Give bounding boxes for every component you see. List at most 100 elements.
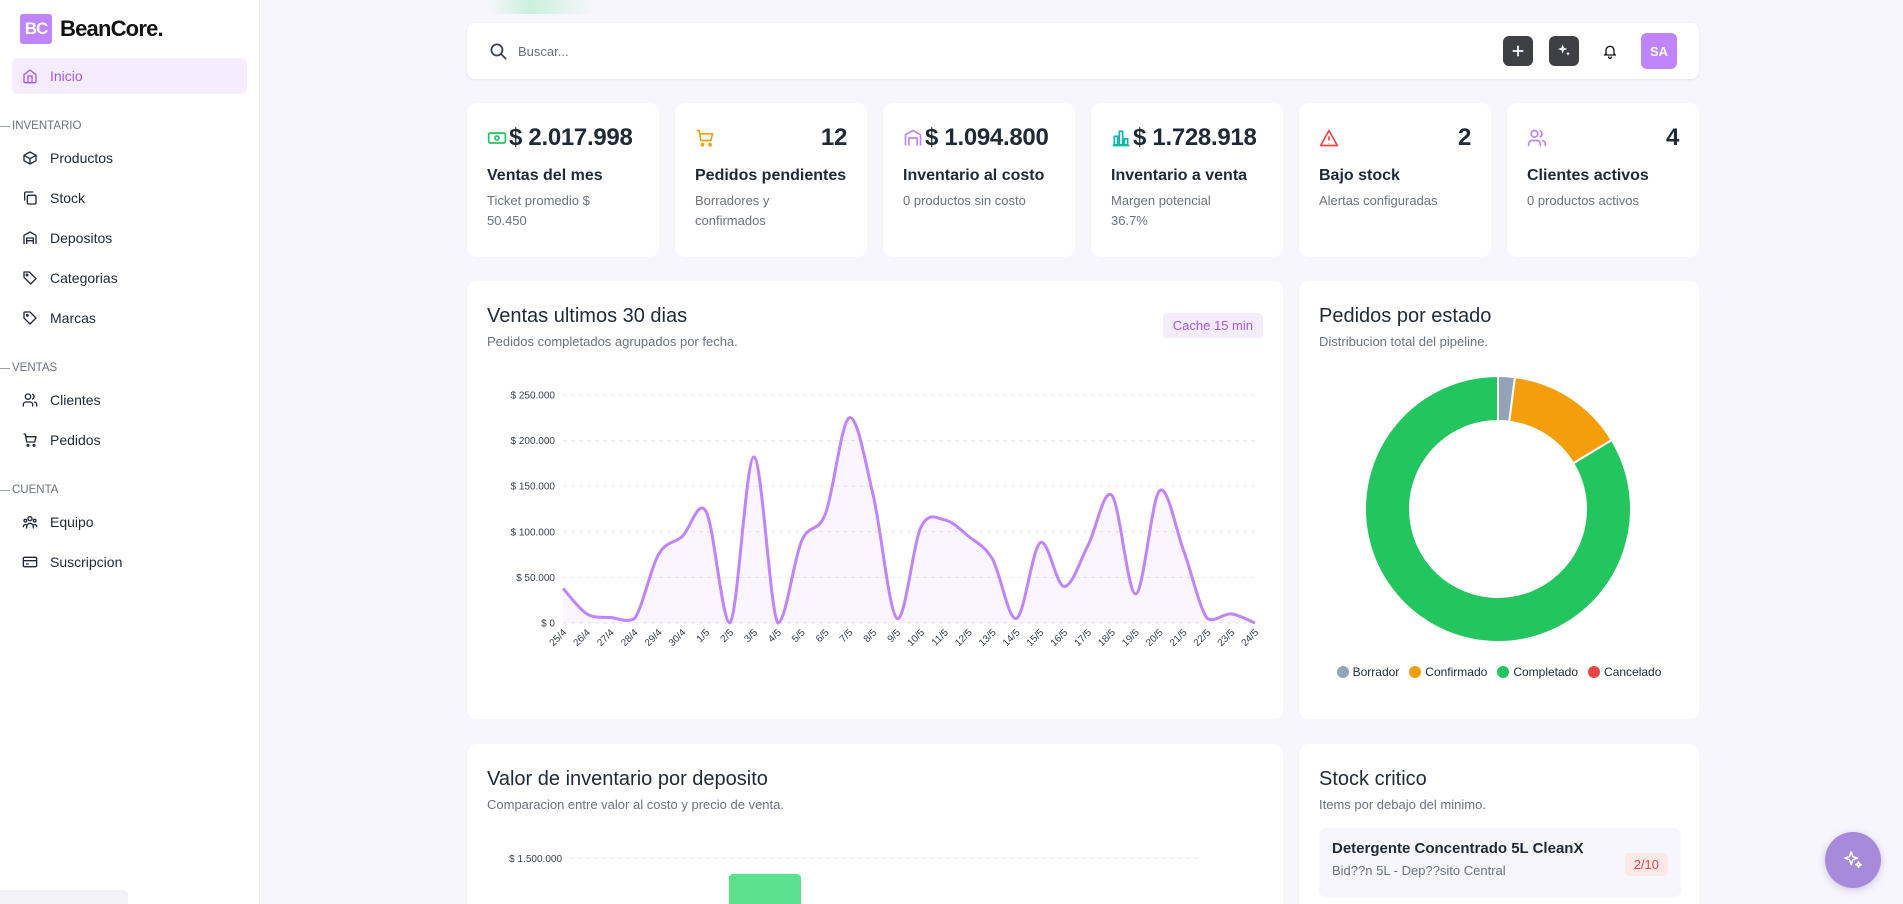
warehouse-icon: [904, 129, 922, 146]
stat-label: Inventario a venta: [1111, 167, 1248, 184]
users-icon: [1527, 129, 1547, 147]
stat-subtext: 0 productos sin costo: [903, 193, 1026, 208]
stat-subtext: Alertas configuradas: [1319, 193, 1438, 208]
search-icon: [490, 43, 507, 59]
stat-value: $ 2.017.998: [509, 124, 633, 151]
sidebar: BC BeanCore. Inicio INVENTARIO Productos…: [0, 0, 260, 904]
stat-card-pedidos-pendientes: 12 Pedidos pendientes Borradores y confi…: [675, 103, 867, 257]
x-tick-label: 11/5: [930, 627, 951, 648]
sidebar-item-suscripcion[interactable]: Suscripcion: [12, 544, 247, 580]
sidebar-item-clientes[interactable]: Clientes: [12, 382, 247, 418]
stat-card-ventas-mes: $ 2.017.998 Ventas del mes Ticket promed…: [467, 103, 659, 257]
legend-item-cancelado[interactable]: Cancelado: [1588, 665, 1661, 679]
sidebar-item-inicio[interactable]: Inicio: [12, 58, 247, 94]
nav-section-inventario: INVENTARIO: [0, 120, 259, 132]
sidebar-item-depositos[interactable]: Depositos: [12, 220, 247, 256]
notifications-button[interactable]: [1595, 36, 1625, 66]
warehouse-icon: [23, 231, 37, 244]
x-tick-label: 20/5: [1144, 627, 1166, 649]
search-input[interactable]: [518, 43, 1487, 59]
x-tick-label: 21/5: [1168, 627, 1190, 649]
y-tick-label: $ 250.000: [511, 391, 556, 402]
orders-donut-chart: [1364, 374, 1632, 643]
panel-subtitle: Comparacion entre valor al costo y preci…: [487, 797, 784, 812]
x-tick-label: 24/5: [1240, 627, 1262, 649]
cart-icon: [696, 129, 714, 147]
legend-item-completado[interactable]: Completado: [1497, 665, 1578, 679]
tag-icon: [23, 311, 37, 325]
x-tick-label: 27/4: [595, 627, 617, 649]
x-tick-label: 10/5: [906, 627, 928, 649]
sidebar-item-label: Suscripcion: [50, 554, 123, 570]
stat-label: Pedidos pendientes: [695, 167, 847, 184]
stat-label: Bajo stock: [1319, 167, 1400, 184]
stat-value: 4: [1665, 124, 1679, 151]
x-tick-label: 3/5: [742, 627, 760, 645]
tags-icon: [23, 271, 37, 285]
brand-logo: BC: [20, 14, 52, 44]
inventory-value-panel: Valor de inventario por deposito Compara…: [467, 744, 1283, 904]
chart-bars-icon: [1112, 130, 1130, 147]
sidebar-item-label: Productos: [50, 150, 114, 166]
x-tick-label: 19/5: [1120, 627, 1142, 649]
sidebar-item-label: Categorias: [50, 270, 118, 286]
y-tick-label: $ 50.000: [516, 573, 555, 584]
stat-subtext: Borradores y confirmados: [695, 193, 770, 228]
nav-section-title: CUENTA: [0, 484, 259, 496]
sales-chart-panel: Ventas ultimos 30 dias Pedidos completad…: [467, 281, 1283, 719]
legend-swatch: [1588, 666, 1601, 678]
y-tick-label: $ 0: [541, 619, 555, 630]
stat-card-inventario-costo: $ 1.094.800 Inventario al costo 0 produc…: [883, 103, 1075, 257]
y-tick-label: $ 200.000: [511, 436, 556, 447]
sidebar-item-label: Depositos: [50, 230, 113, 246]
stat-label: Inventario al costo: [903, 167, 1045, 184]
area-fill: [563, 417, 1255, 623]
sidebar-item-productos[interactable]: Productos: [12, 140, 247, 176]
sales-line-chart: $ 0 $ 50.000 $ 100.000 $ 150.000 $ 200.000 $ …: [511, 391, 1262, 649]
x-tick-label: 7/5: [838, 627, 856, 645]
donut-legend: Borrador Confirmado Completado Cancelado: [1299, 665, 1699, 679]
sidebar-item-equipo[interactable]: Equipo: [12, 504, 247, 540]
topbar: SA: [467, 23, 1699, 79]
panel-subtitle: Distribucion total del pipeline.: [1319, 334, 1489, 349]
add-button[interactable]: [1503, 36, 1533, 66]
legend-swatch: [1409, 666, 1422, 678]
sidebar-item-categorias[interactable]: Categorias: [12, 260, 247, 296]
sidebar-item-marcas[interactable]: Marcas: [12, 300, 247, 336]
panel-title: Valor de inventario por deposito: [487, 768, 768, 790]
x-tick-label: 15/5: [1025, 627, 1047, 649]
assistant-button[interactable]: [1825, 832, 1881, 888]
x-tick-label: 8/5: [862, 627, 880, 645]
donut-slice: [1364, 374, 1632, 643]
legend-item-confirmado[interactable]: Confirmado: [1409, 665, 1487, 679]
sidebar-item-label: Inicio: [50, 68, 83, 84]
stat-subtext: Margen potencial 36.7%: [1111, 193, 1211, 228]
stat-value: 2: [1457, 124, 1471, 151]
legend-label: Borrador: [1352, 665, 1400, 679]
x-tick-label: 16/5: [1049, 627, 1071, 649]
stat-label: Clientes activos: [1527, 167, 1649, 184]
legend-item-borrador[interactable]: Borrador: [1336, 665, 1400, 679]
cart-icon: [23, 433, 37, 447]
user-icon: [22, 393, 38, 407]
sidebar-item-pedidos[interactable]: Pedidos: [12, 422, 247, 458]
x-tick-label: 1/5: [695, 627, 713, 645]
series-line: [561, 416, 1256, 625]
list-item[interactable]: Detergente Concentrado 5L CleanX Bid??n …: [1319, 828, 1681, 898]
sidebar-item-label: Clientes: [50, 392, 101, 408]
x-tick-label: 22/5: [1192, 627, 1214, 649]
legend-label: Confirmado: [1425, 665, 1488, 679]
brand-name: BeanCore.: [60, 16, 164, 41]
sidebar-item-stock[interactable]: Stock: [12, 180, 247, 216]
legend-label: Completado: [1513, 665, 1579, 679]
x-tick-label: 29/4: [643, 627, 665, 649]
ai-button[interactable]: [1549, 36, 1579, 66]
stat-card-inventario-venta: $ 1.728.918 Inventario a venta Margen po…: [1091, 103, 1283, 257]
critical-stock-panel: Stock critico Items por debajo del minim…: [1299, 744, 1699, 904]
avatar[interactable]: SA: [1641, 33, 1677, 69]
warning-icon: [1319, 129, 1339, 147]
nav-section-title: VENTAS: [0, 362, 259, 374]
stock-item-location: Bid??n 5L - Dep??sito Central: [1332, 863, 1506, 878]
sparkles-icon: [1558, 44, 1570, 56]
brand[interactable]: BC BeanCore.: [0, 0, 259, 58]
